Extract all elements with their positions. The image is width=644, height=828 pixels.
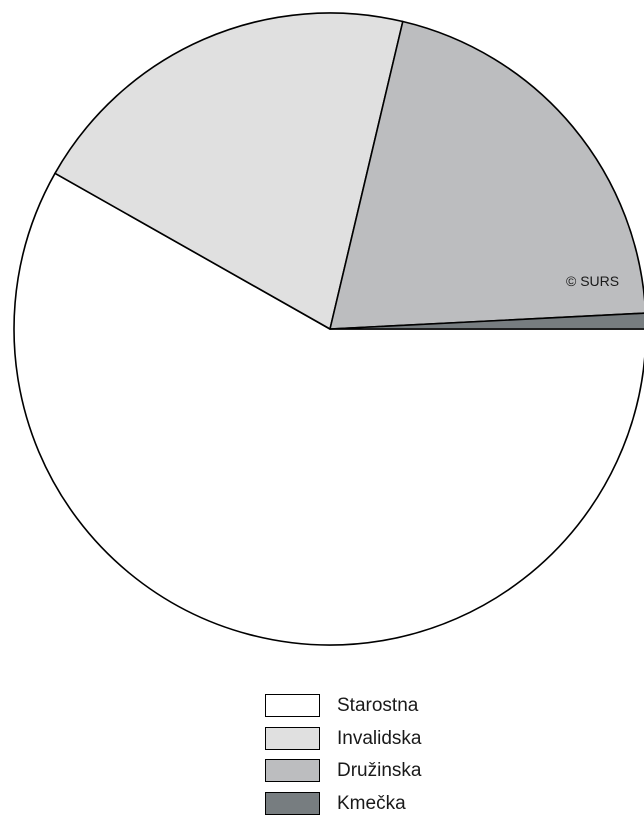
legend-label-invalidska: Invalidska: [337, 727, 422, 749]
legend-label-kmecka: Kmečka: [337, 792, 406, 814]
pie-slice-starostna: [13, 172, 644, 646]
legend-swatch-invalidska: [265, 726, 320, 750]
legend-label-druzinska: Družinska: [337, 760, 422, 781]
copyright-label: © SURS: [566, 273, 620, 289]
pie-slice-invalidska: [54, 12, 404, 330]
legend-swatch-kmecka: [265, 791, 320, 815]
legend-label-starostna: Starostna: [337, 695, 419, 716]
legend-swatch-druzinska: [265, 759, 320, 782]
legend-swatch-starostna: [265, 694, 320, 717]
pie-slice-kmecka: [329, 312, 644, 330]
pie-slice-druzinska: [329, 20, 644, 330]
